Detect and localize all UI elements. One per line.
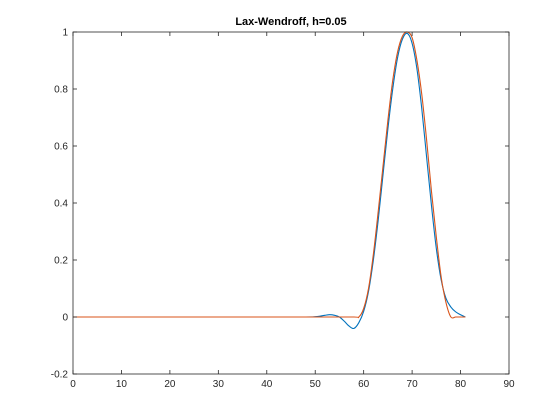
x-tick-label: 90 [503,379,515,390]
y-tick-label: 0.6 [54,142,68,153]
x-tick-label: 70 [407,379,419,390]
y-tick-label: 0.8 [54,85,68,96]
x-tick-label: 60 [358,379,370,390]
y-axis: -0.2 0 0.2 0.4 0.6 0.8 1 [51,28,509,381]
x-tick-label: 0 [70,379,76,390]
y-tick-label: 0.4 [54,199,68,210]
x-tick-label: 20 [164,379,176,390]
axes-background [73,32,509,374]
x-tick-label: 30 [213,379,225,390]
series-layer [73,31,466,330]
x-tick-label: 10 [116,379,128,390]
y-tick-label: 0.2 [54,256,68,267]
x-tick-label: 40 [261,379,273,390]
series-line-2 [73,31,466,319]
chart-title: Lax-Wendroff, h=0.05 [235,16,346,28]
y-tick-label: 1 [62,28,68,39]
y-tick-label: -0.2 [51,370,69,381]
x-axis: 0 10 20 30 40 50 60 70 80 90 [70,32,515,390]
x-tick-label: 50 [310,379,322,390]
x-tick-label: 80 [455,379,467,390]
y-tick-label: 0 [62,313,68,324]
